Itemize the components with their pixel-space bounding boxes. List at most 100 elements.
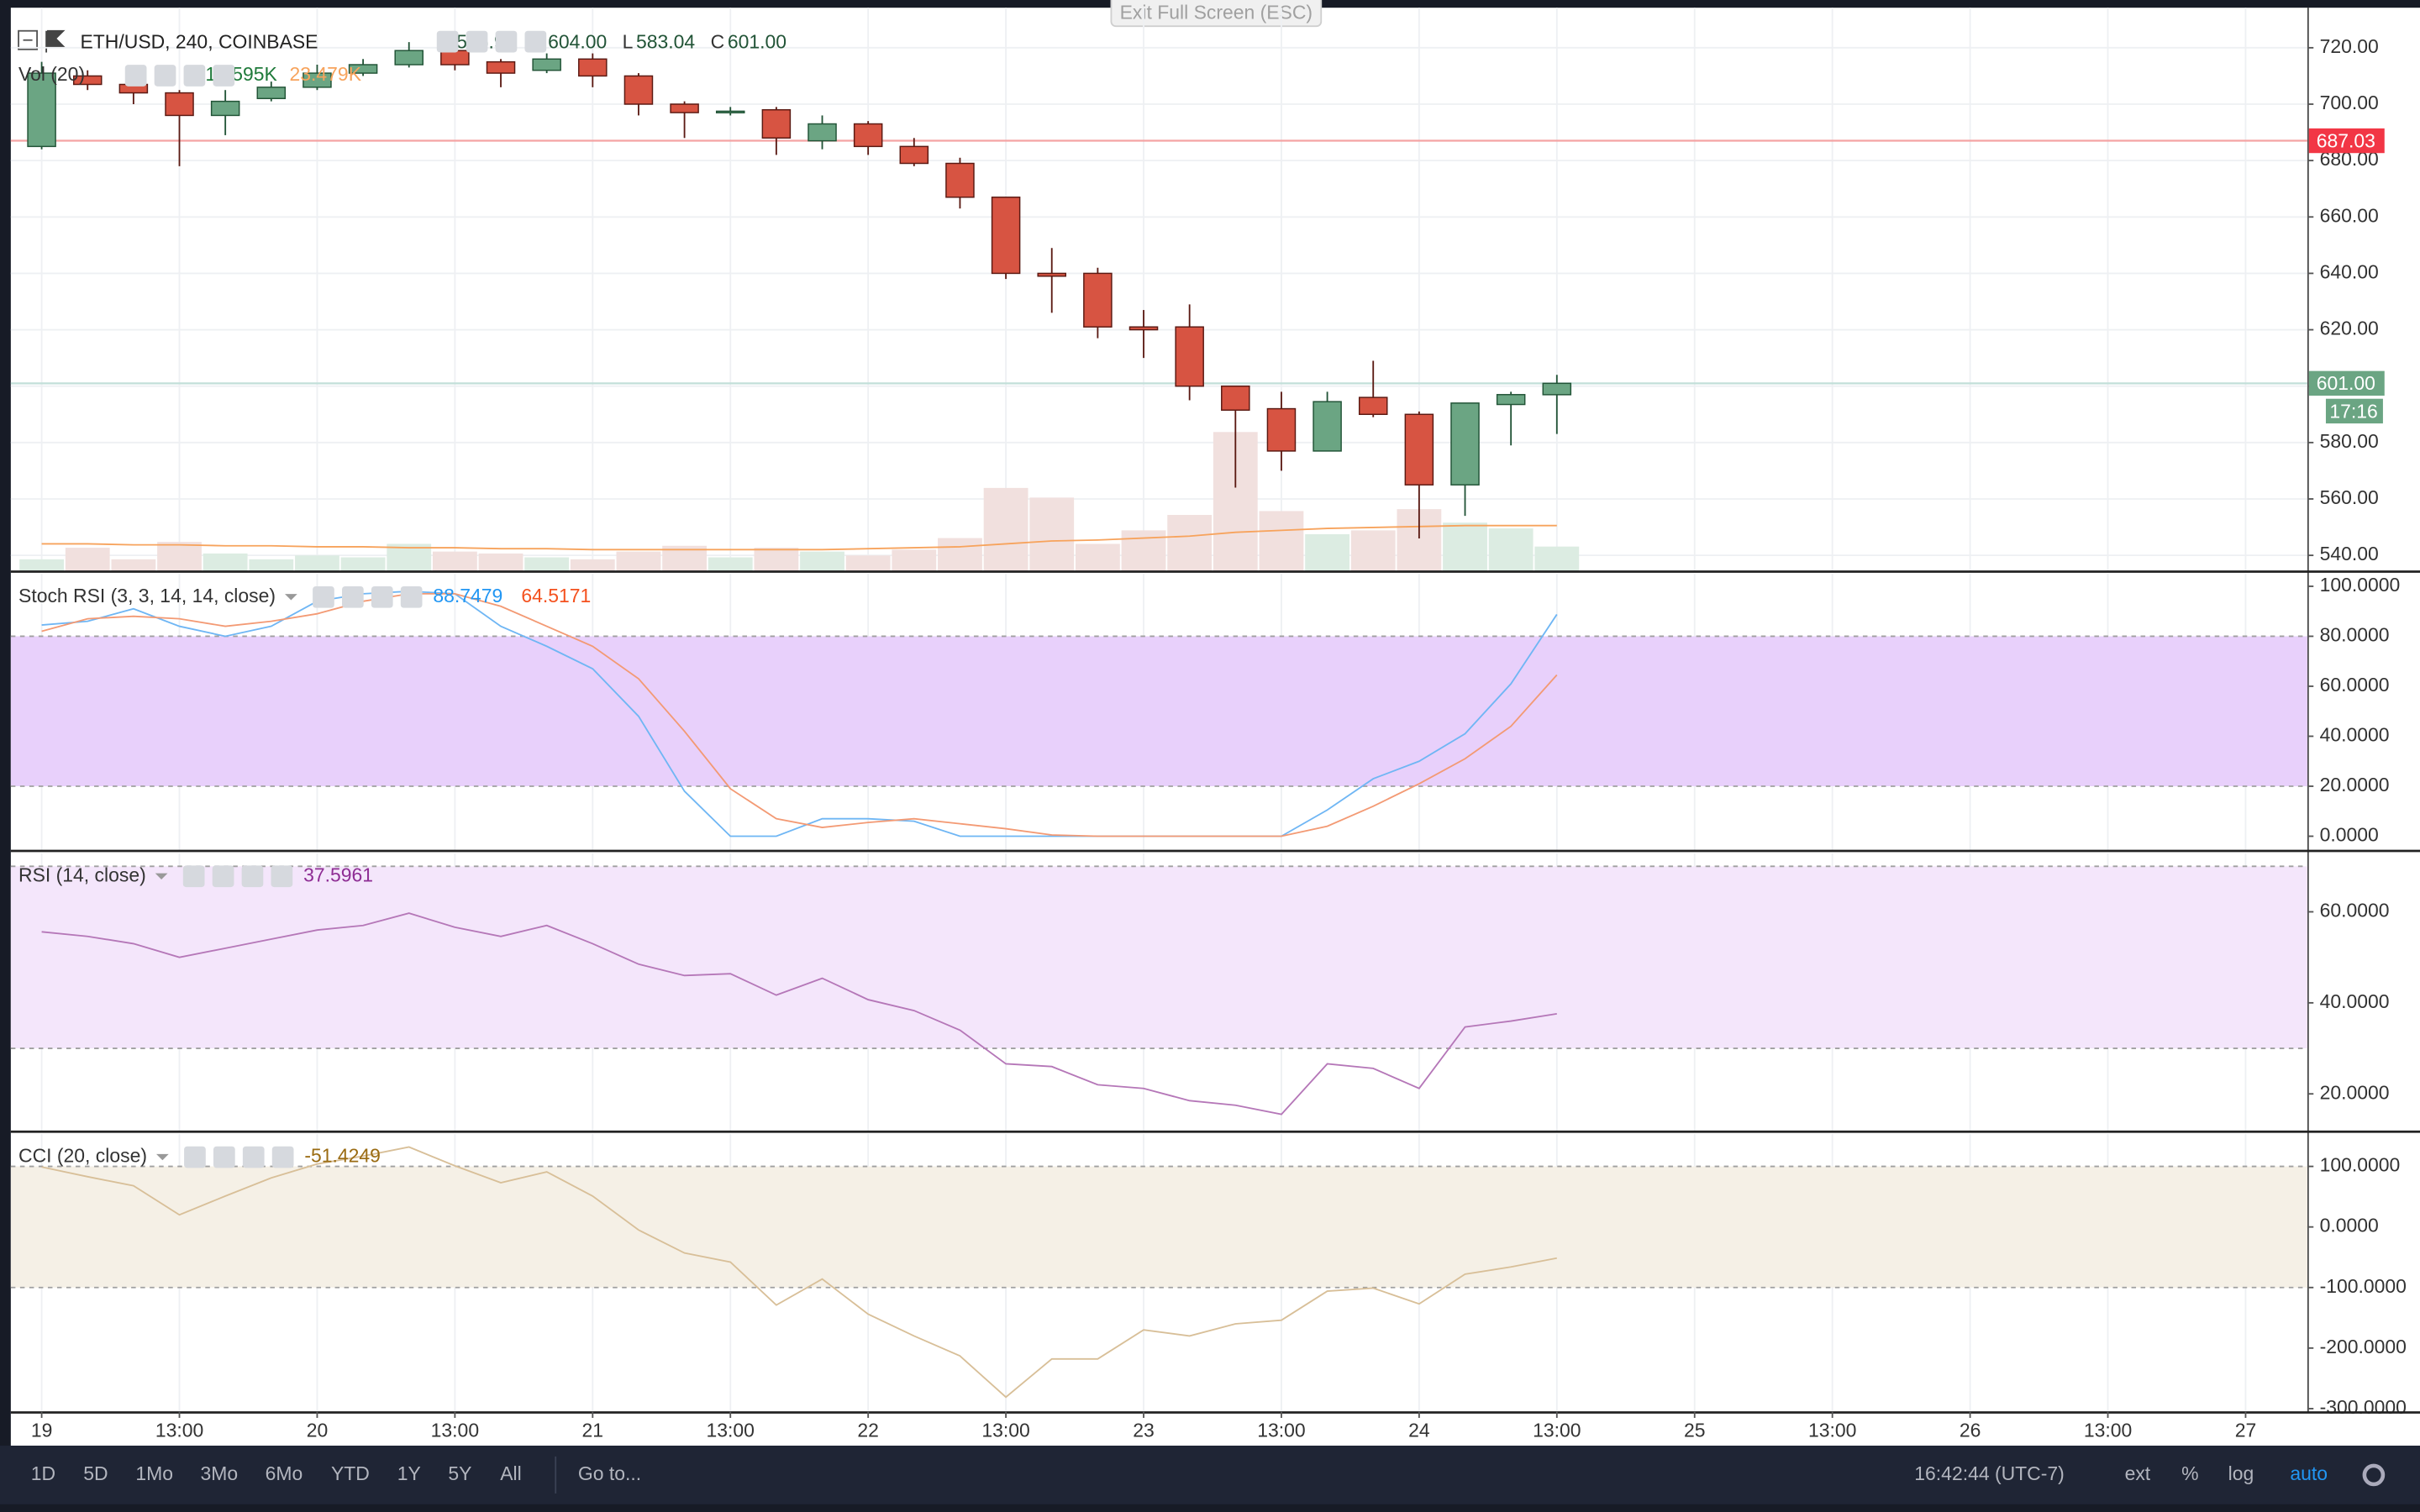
indicator-title: Stoch RSI (3, 3, 14, 14, close) (18, 585, 276, 606)
legend-icon[interactable] (124, 65, 147, 87)
x-tick-label: 13:00 (1808, 1420, 1856, 1441)
candle-body (72, 75, 103, 86)
legend-icon[interactable] (436, 30, 459, 53)
legend-icon[interactable] (371, 585, 393, 608)
legend-icon[interactable] (524, 30, 547, 53)
candle-body (210, 100, 240, 117)
legend-icon[interactable] (400, 585, 423, 608)
price-label-box (2308, 370, 2385, 396)
ohlc-label: L (623, 30, 634, 52)
indicator-band (10, 866, 2307, 1049)
legend-icon[interactable] (495, 30, 518, 53)
fullscreen-banner[interactable]: Exit Full Screen (ESC) (1120, 2, 1313, 24)
x-tick-label: 25 (1684, 1420, 1706, 1441)
ohlc-label: C (711, 30, 725, 52)
legend-icon[interactable] (154, 65, 176, 87)
y-tick-label: 0.0000 (2320, 1215, 2379, 1236)
y-tick-label: 40.0000 (2320, 724, 2390, 746)
price-label: 687.03 (2317, 129, 2375, 151)
legend-icon[interactable] (183, 65, 206, 87)
legend-icon[interactable] (212, 865, 234, 888)
range-button[interactable]: 1Mo (135, 1462, 173, 1484)
scale-option[interactable]: auto (2290, 1462, 2328, 1484)
indicator-band (10, 1166, 2307, 1288)
volume-title: Vol (20) (18, 63, 85, 85)
y-tick-label: 100.0000 (2320, 574, 2401, 596)
candle-body (1496, 394, 1526, 406)
candle-body (486, 60, 516, 74)
y-tick-label: 0.0000 (2320, 824, 2379, 846)
legend-icon[interactable] (213, 1146, 235, 1168)
legend-icon[interactable] (271, 865, 293, 888)
y-tick-label: 620.00 (2320, 318, 2379, 339)
dropdown-arrow[interactable] (285, 594, 297, 601)
range-button[interactable]: 1D (31, 1462, 55, 1484)
scale-option[interactable]: % (2181, 1462, 2198, 1484)
x-tick-label: 24 (1408, 1420, 1430, 1441)
x-tick-label: 13:00 (981, 1420, 1029, 1441)
range-button[interactable]: 3Mo (201, 1462, 239, 1484)
scale-option[interactable]: ext (2125, 1462, 2151, 1484)
candle-body (394, 50, 424, 66)
volume-bar (1259, 511, 1304, 571)
volume-bar (845, 555, 891, 571)
settings-icon[interactable] (2362, 1463, 2386, 1487)
indicator-title: CCI (20, close) (18, 1145, 147, 1167)
x-tick-label: 20 (307, 1420, 329, 1441)
legend-icon[interactable] (182, 865, 205, 888)
goto-button[interactable]: Go to... (578, 1462, 641, 1484)
legend-icon[interactable] (213, 65, 235, 87)
x-tick-label: 22 (857, 1420, 879, 1441)
volume-bar (19, 559, 64, 571)
x-tick-label: 13:00 (707, 1420, 755, 1441)
volume-bar (1488, 528, 1534, 571)
legend-icon[interactable] (241, 865, 264, 888)
candle-body (761, 108, 792, 139)
candle-body (1266, 407, 1297, 452)
legend-icon[interactable] (466, 30, 488, 53)
y-tick-label: 100.0000 (2320, 1154, 2401, 1176)
candle-body (348, 64, 378, 74)
scale-option[interactable]: log (2228, 1462, 2254, 1484)
volume-bar (1029, 497, 1075, 571)
legend-icon[interactable] (184, 1146, 206, 1168)
legend-icon[interactable] (313, 585, 334, 608)
candle-body (302, 72, 332, 88)
indicator-line (41, 592, 1558, 837)
clock: 16:42:44 (UTC-7) (1914, 1462, 2064, 1484)
range-button[interactable]: 5D (83, 1462, 108, 1484)
indicator-value: -51.4249 (304, 1145, 381, 1167)
candle-body (1175, 326, 1204, 387)
x-tick-label: 13:00 (155, 1420, 203, 1441)
range-button[interactable]: 1Y (397, 1462, 421, 1484)
legend-icon[interactable] (342, 585, 364, 608)
banner-box (1110, 0, 1323, 28)
x-tick-label: 19 (31, 1420, 53, 1441)
collapse-icon[interactable] (18, 29, 38, 50)
candle-body (1450, 402, 1480, 486)
volume-bar (157, 542, 202, 571)
range-button[interactable]: 5Y (448, 1462, 471, 1484)
candle-body (808, 123, 837, 142)
range-button[interactable]: YTD (331, 1462, 370, 1484)
x-tick-label: 13:00 (1533, 1420, 1581, 1441)
candle-body (670, 103, 699, 113)
candle-body (899, 145, 929, 165)
y-tick-label: 20.0000 (2320, 774, 2390, 795)
range-button[interactable]: All (500, 1462, 522, 1484)
y-tick-label: 20.0000 (2320, 1081, 2390, 1103)
x-tick-label: 27 (2235, 1420, 2257, 1441)
candle-body (1128, 326, 1159, 331)
ohlc-value: 583.04 (636, 30, 695, 52)
range-button[interactable]: 6Mo (266, 1462, 303, 1484)
volume-bar (754, 548, 799, 571)
legend-icon[interactable] (271, 1146, 294, 1168)
volume-bar (1350, 530, 1396, 571)
volume-bar (800, 551, 844, 571)
dropdown-arrow[interactable] (156, 1153, 169, 1161)
dropdown-arrow[interactable] (155, 873, 168, 879)
volume-bar (1121, 530, 1166, 571)
y-tick-label: 60.0000 (2320, 674, 2390, 696)
y-tick-label: 700.00 (2320, 92, 2379, 113)
legend-icon[interactable] (242, 1146, 265, 1168)
